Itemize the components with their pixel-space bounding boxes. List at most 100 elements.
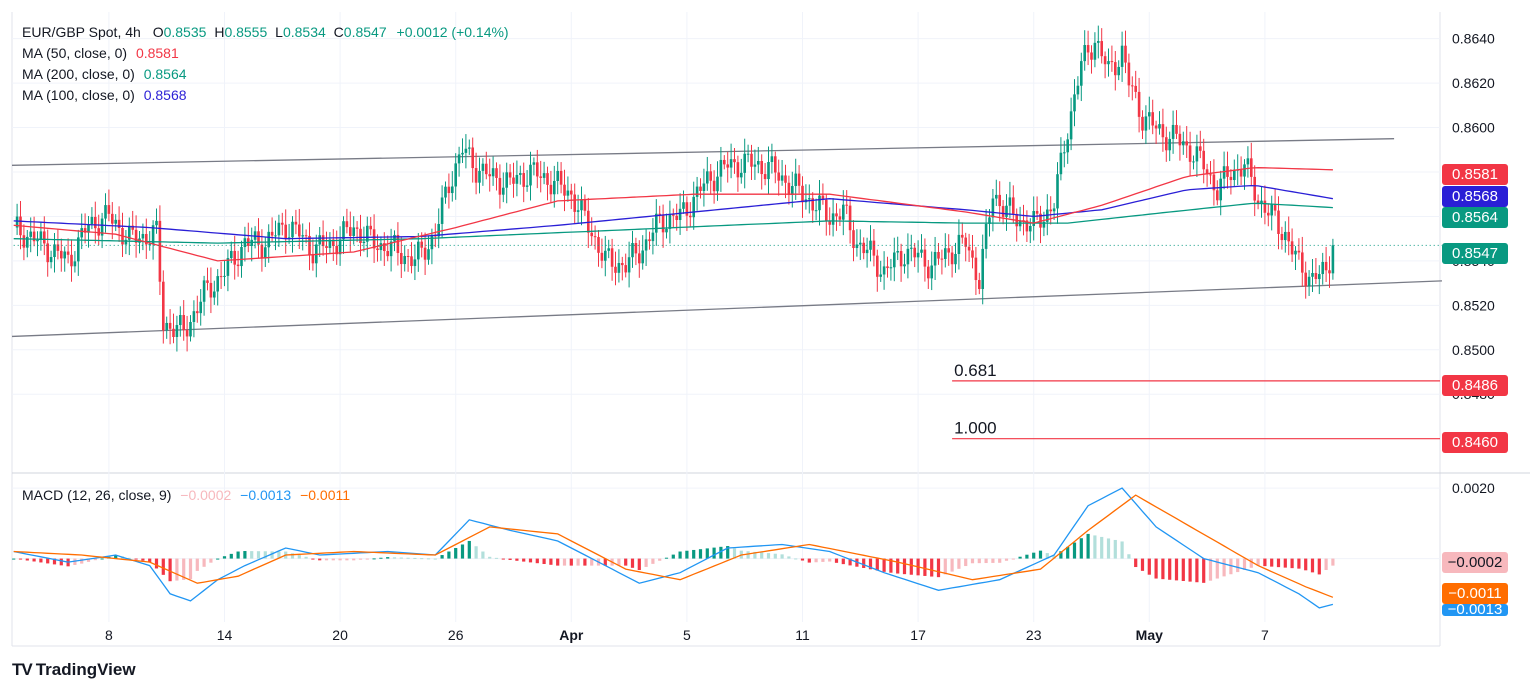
macd-histogram-bar <box>1134 558 1138 568</box>
candle-body <box>165 322 168 331</box>
macd-histogram-bar <box>848 558 852 566</box>
candle-body <box>1307 276 1311 287</box>
candle-body <box>1277 210 1280 234</box>
candle-body <box>1097 41 1100 43</box>
macd-histogram-bar <box>617 558 621 566</box>
macd-histogram-bar <box>1215 558 1219 579</box>
candle-body <box>481 163 485 171</box>
candle-body <box>651 232 655 242</box>
ma200-label: MA (200, close, 0) <box>22 66 135 82</box>
macd-histogram-bar <box>1208 558 1213 581</box>
candle-body <box>236 264 240 267</box>
macd-histogram-bar <box>209 558 213 563</box>
macd-histogram-bar <box>637 558 641 571</box>
macd-histogram-bar <box>358 558 363 560</box>
candle-body <box>63 251 66 259</box>
macd-histogram-bar <box>726 546 730 559</box>
candle-body <box>325 246 328 249</box>
candle-body <box>576 210 580 212</box>
price-pill-fib-0681: 0.8486 <box>1442 375 1508 396</box>
candle-body <box>1161 124 1165 138</box>
candle-body <box>1134 85 1137 92</box>
candle-body <box>260 244 264 259</box>
time-tick-label: 11 <box>795 627 810 643</box>
candle-body <box>1063 152 1066 154</box>
candle-body <box>403 256 406 265</box>
macd-histogram-bar <box>909 558 913 575</box>
macd-histogram-bar <box>1317 558 1321 575</box>
candle-body <box>104 205 107 219</box>
candle-body <box>566 190 570 196</box>
candle-body <box>22 235 26 248</box>
candle-body <box>1086 45 1090 53</box>
macd-histogram-bar <box>569 558 573 566</box>
macd-histogram-bar <box>1086 533 1090 559</box>
macd-histogram-bar <box>957 558 961 569</box>
macd-histogram-bar <box>712 547 716 559</box>
candle-body <box>423 247 427 260</box>
macd-histogram-bar <box>1045 553 1049 559</box>
macd-histogram-bar <box>1106 538 1111 559</box>
candle-body <box>862 242 865 254</box>
candle-body <box>621 263 624 266</box>
macd-histogram-bar <box>766 553 771 559</box>
macd-histogram-bar <box>1140 558 1145 571</box>
candle-body <box>1328 270 1331 274</box>
candle-body <box>559 170 563 185</box>
channel-upper-line <box>11 138 1395 166</box>
macd-histogram-bar <box>501 558 505 560</box>
macd-histogram-bar <box>474 546 478 559</box>
candle-body <box>1052 208 1056 212</box>
macd-histogram-bar <box>807 558 811 563</box>
candle-body <box>1127 62 1131 86</box>
candle-body <box>1120 45 1124 67</box>
candle-body <box>838 216 842 220</box>
candle-body <box>961 234 964 238</box>
candle-body <box>464 148 468 153</box>
candle-body <box>947 248 950 253</box>
macd-histogram-bar <box>868 558 873 570</box>
candle-body <box>1280 233 1284 241</box>
candle-body <box>889 267 893 269</box>
macd-histogram-bar <box>1331 558 1335 566</box>
candle-body <box>1239 169 1243 177</box>
macd-histogram-bar <box>406 557 410 559</box>
candle-body <box>213 291 216 298</box>
candle-body <box>332 239 335 246</box>
candle-body <box>988 217 991 224</box>
candle-body <box>440 197 444 224</box>
candle-body <box>784 175 787 183</box>
candle-body <box>128 225 131 240</box>
candle-body <box>172 328 175 337</box>
fib-label: 0.681 <box>954 361 997 380</box>
candle-body <box>865 249 869 254</box>
macd-histogram-bar <box>338 558 342 561</box>
time-tick-label: 7 <box>1261 627 1269 643</box>
candle-body <box>634 243 638 254</box>
macd-histogram-bar <box>664 557 669 559</box>
candle-body <box>53 244 56 258</box>
candle-body <box>117 219 121 228</box>
macd-histogram-bar <box>236 551 240 559</box>
candle-body <box>427 249 430 260</box>
price-tick-label: 0.8500 <box>1452 342 1495 358</box>
time-tick-label: 20 <box>332 627 348 643</box>
candle-body <box>216 276 219 292</box>
tradingview-brand[interactable]: TV TradingView <box>12 660 136 680</box>
candle-body <box>1212 174 1216 191</box>
candle-body <box>655 213 658 233</box>
candle-body <box>1314 273 1318 280</box>
candle-body <box>206 280 209 283</box>
candle-body <box>522 173 525 187</box>
candle-body <box>1318 274 1321 280</box>
candle-body <box>389 241 393 257</box>
candle-body <box>386 251 389 257</box>
price-pill-fib-1000: 0.8460 <box>1442 432 1508 453</box>
candle-body <box>267 231 270 248</box>
candle-body <box>937 252 940 259</box>
candle-body <box>485 163 488 175</box>
candle-body <box>974 257 978 281</box>
macd-histogram-bar <box>1263 558 1267 567</box>
macd-histogram-bar <box>365 558 369 560</box>
